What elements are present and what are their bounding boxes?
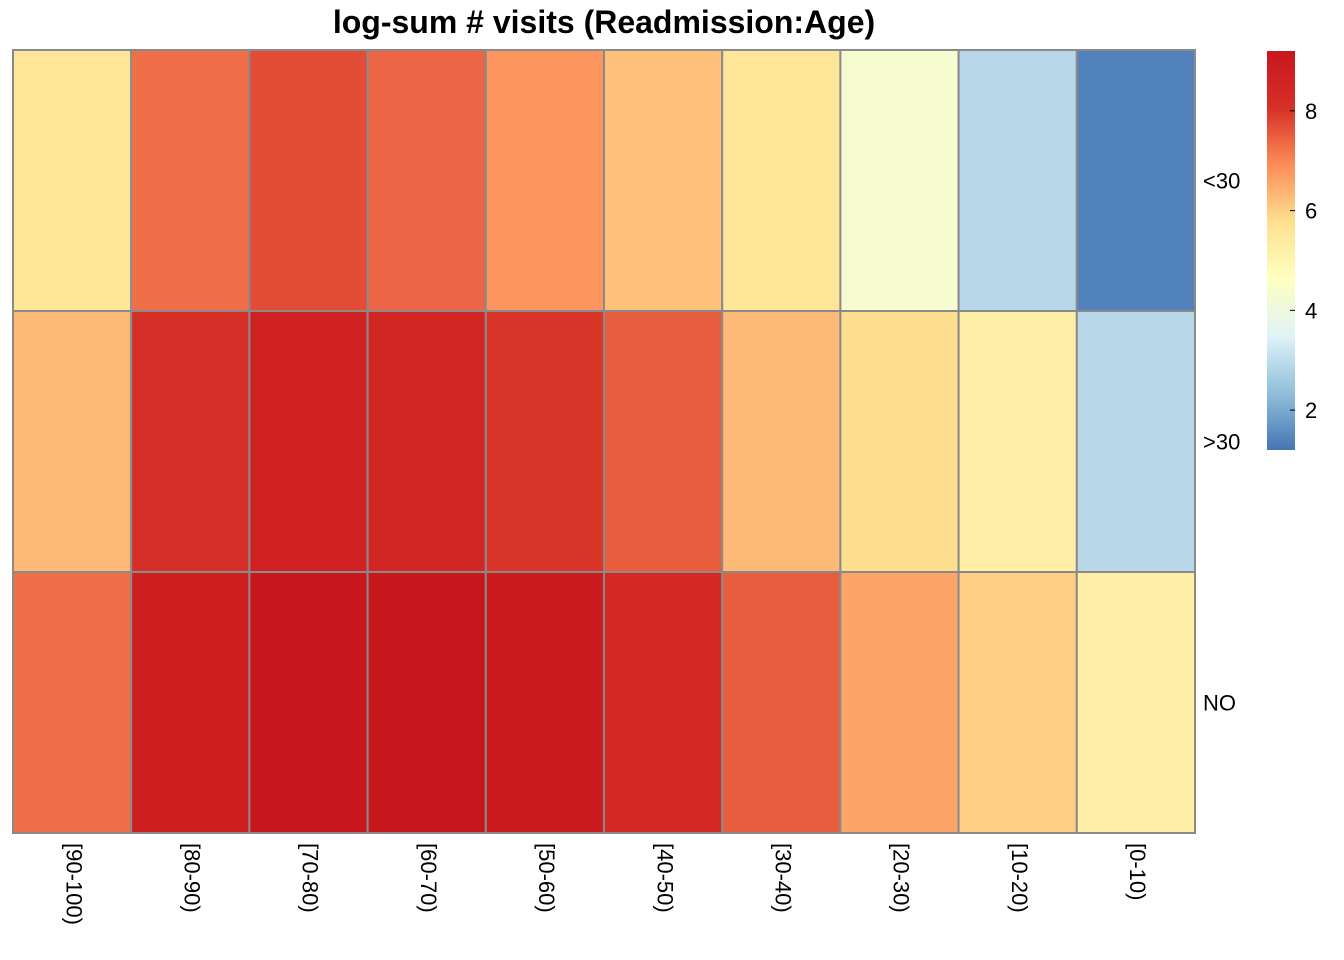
- row-labels: <30 >30 NO: [1203, 169, 1240, 716]
- legend-tick-label: 2: [1305, 398, 1317, 423]
- heatmap-cell: [839, 49, 960, 312]
- heatmap-cell: [721, 49, 842, 312]
- heatmap-cell: [721, 571, 842, 834]
- heatmap-cell: [957, 310, 1078, 573]
- heatmap-cell: [957, 571, 1078, 834]
- heatmap-cell: [721, 310, 842, 573]
- heatmap-cell: [1075, 310, 1197, 573]
- row-label: >30: [1203, 430, 1240, 455]
- heatmap-cell: [130, 49, 251, 312]
- column-labels: [90-100) [80-90) [70-80) [60-70) [50-60) [40-…: [61, 843, 1150, 925]
- heatmap-cell: [603, 310, 724, 573]
- heatmap-cell: [1075, 49, 1197, 312]
- heatmap-cell: [248, 310, 369, 573]
- chart-title: log-sum # visits (Readmission:Age): [333, 4, 875, 40]
- heatmap-cell: [366, 310, 487, 573]
- column-label: [80-90): [179, 843, 204, 913]
- column-label: [10-20): [1007, 843, 1032, 913]
- heatmap-cell: [839, 571, 960, 834]
- column-label: [0-10): [1125, 843, 1150, 900]
- heatmap-cell: [130, 310, 251, 573]
- heatmap-cell: [603, 49, 724, 312]
- column-label: [40-50): [652, 843, 677, 913]
- heatmap-cell: [839, 310, 960, 573]
- heatmap-cell: [484, 571, 605, 834]
- legend-ticks: 2 4 6 8: [1290, 99, 1317, 423]
- row-label: <30: [1203, 169, 1240, 194]
- heatmap-cell: [1075, 571, 1197, 834]
- heatmap-cell: [957, 49, 1078, 312]
- heatmap-cell: [130, 571, 251, 834]
- heatmap-cell: [12, 571, 133, 834]
- heatmap-cell: [366, 49, 487, 312]
- column-label: [30-40): [770, 843, 795, 913]
- heatmap-cell: [603, 571, 724, 834]
- heatmap-cell: [366, 571, 487, 834]
- legend-tick-label: 6: [1305, 199, 1317, 224]
- heatmap-cell: [484, 310, 605, 573]
- heatmap-cell: [12, 49, 133, 312]
- heatmap-cells: [12, 49, 1197, 834]
- column-label: [90-100): [61, 843, 86, 925]
- heatmap-cell: [484, 49, 605, 312]
- column-label: [20-30): [889, 843, 914, 913]
- legend-tick-label: 4: [1305, 298, 1317, 323]
- legend-color-bar: [1267, 51, 1295, 450]
- column-label: [70-80): [298, 843, 323, 913]
- legend-tick-label: 8: [1305, 99, 1317, 124]
- color-legend: 2 4 6 8: [1267, 51, 1317, 450]
- row-label: NO: [1203, 691, 1236, 716]
- heatmap-cell: [248, 49, 369, 312]
- column-label: [60-70): [416, 843, 441, 913]
- column-label: [50-60): [534, 843, 559, 913]
- heatmap-cell: [248, 571, 369, 834]
- heatmap-cell: [12, 310, 133, 573]
